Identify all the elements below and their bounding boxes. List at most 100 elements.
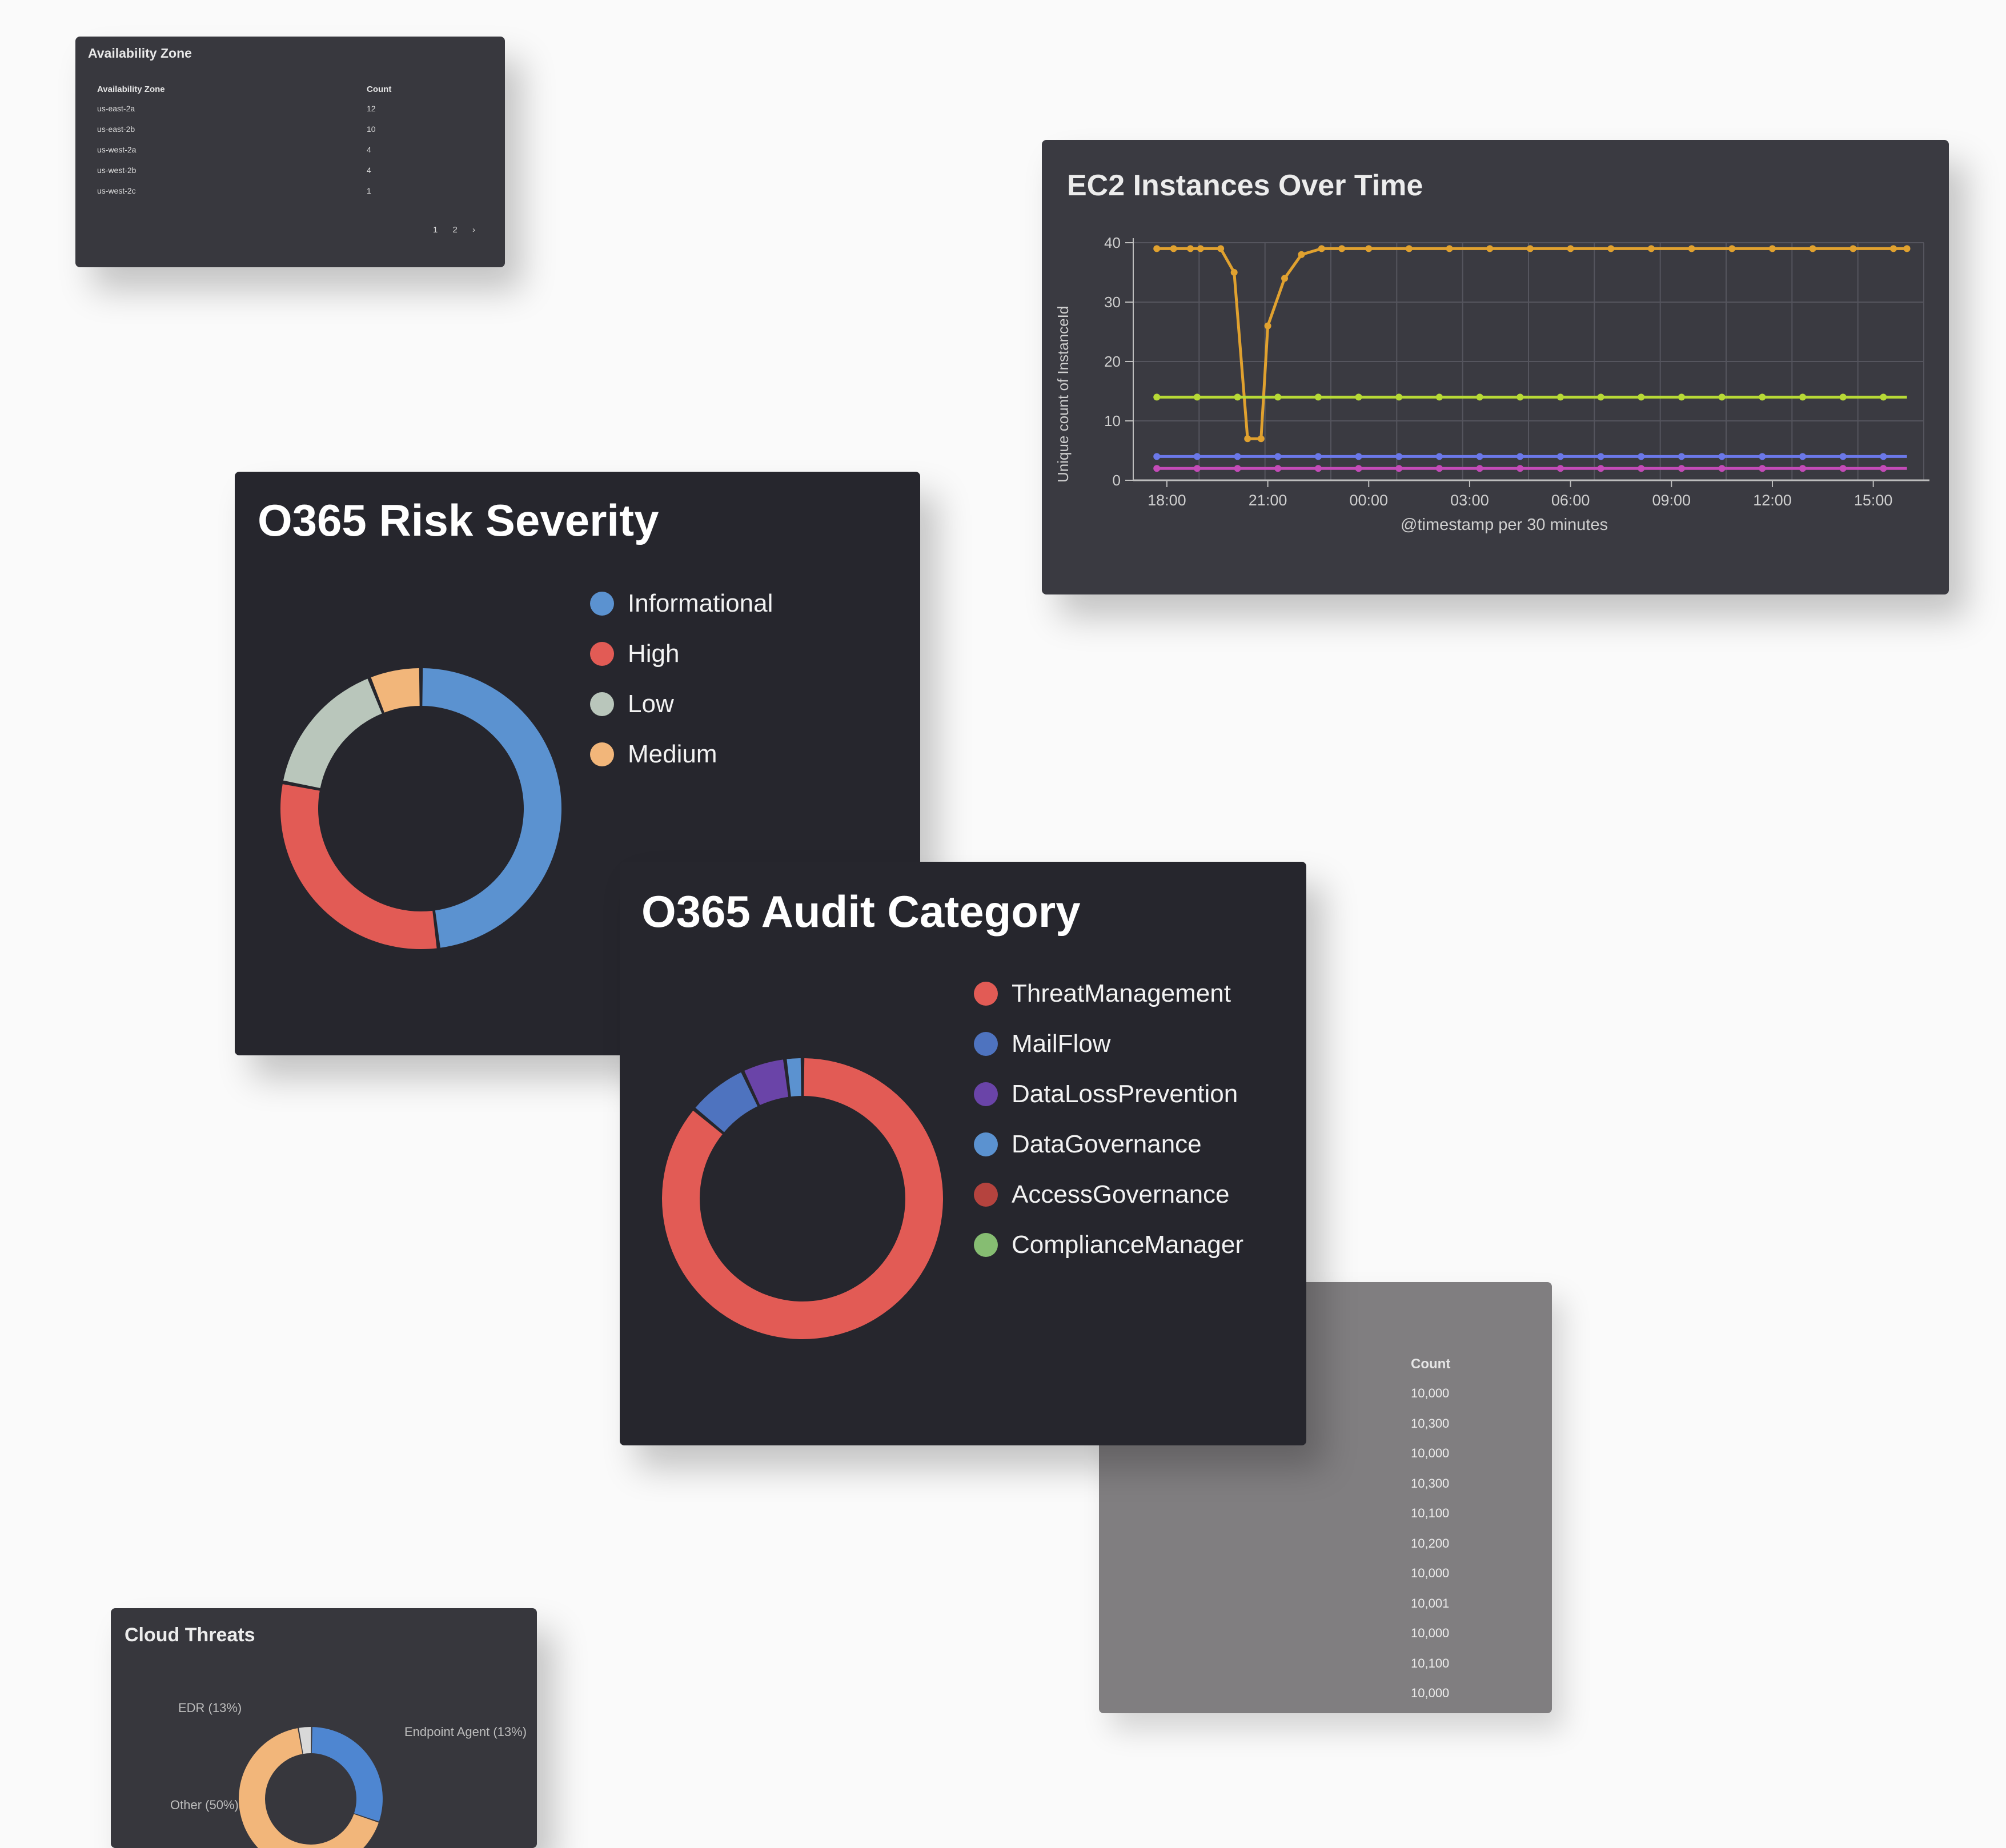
- table-row[interactable]: 10,300: [1125, 1416, 1525, 1447]
- data-point[interactable]: [1638, 393, 1645, 401]
- pie-slice[interactable]: [311, 1727, 383, 1822]
- data-point[interactable]: [1318, 245, 1325, 252]
- legend-item-threatmanagement[interactable]: ThreatManagement: [974, 979, 1231, 1008]
- table-row[interactable]: 10,000: [1125, 1446, 1525, 1476]
- data-point[interactable]: [1405, 245, 1413, 252]
- data-point[interactable]: [1274, 453, 1282, 460]
- table-row[interactable]: 10,200: [1125, 1536, 1525, 1566]
- data-point[interactable]: [1526, 245, 1534, 252]
- table-row[interactable]: 10,100: [1125, 1506, 1525, 1536]
- data-point[interactable]: [1338, 245, 1346, 252]
- pie-slice[interactable]: [299, 1727, 311, 1754]
- data-point[interactable]: [1799, 453, 1806, 460]
- data-point[interactable]: [1435, 393, 1443, 401]
- data-point[interactable]: [1597, 453, 1604, 460]
- data-point[interactable]: [1476, 465, 1483, 472]
- data-point[interactable]: [1718, 453, 1726, 460]
- data-point[interactable]: [1355, 393, 1362, 401]
- data-point[interactable]: [1298, 251, 1305, 258]
- data-point[interactable]: [1718, 465, 1726, 472]
- data-point[interactable]: [1153, 453, 1161, 460]
- data-point[interactable]: [1880, 393, 1887, 401]
- data-point[interactable]: [1446, 245, 1453, 252]
- data-point[interactable]: [1759, 465, 1766, 472]
- pie-slice[interactable]: [239, 1728, 379, 1848]
- data-point[interactable]: [1486, 245, 1494, 252]
- data-point[interactable]: [1244, 435, 1251, 443]
- pie-slice[interactable]: [787, 1058, 801, 1097]
- legend-item-datagovernance[interactable]: DataGovernance: [974, 1130, 1202, 1159]
- data-point[interactable]: [1355, 465, 1362, 472]
- table-row[interactable]: us-west-2b 4: [97, 166, 440, 186]
- data-point[interactable]: [1314, 453, 1322, 460]
- data-point[interactable]: [1880, 465, 1887, 472]
- data-point[interactable]: [1768, 245, 1776, 252]
- data-point[interactable]: [1187, 245, 1194, 252]
- data-point[interactable]: [1556, 465, 1564, 472]
- table-row[interactable]: 10,000: [1125, 1566, 1525, 1596]
- pie-slice[interactable]: [695, 1072, 758, 1132]
- data-point[interactable]: [1759, 393, 1766, 401]
- table-row[interactable]: 10,000: [1125, 1386, 1525, 1416]
- legend-item-datalossprevention[interactable]: DataLossPrevention: [974, 1080, 1238, 1108]
- data-point[interactable]: [1395, 393, 1403, 401]
- data-point[interactable]: [1257, 435, 1265, 443]
- data-point[interactable]: [1234, 465, 1241, 472]
- data-point[interactable]: [1607, 245, 1615, 252]
- data-point[interactable]: [1638, 465, 1645, 472]
- legend-item-accessgovernance[interactable]: AccessGovernance: [974, 1180, 1230, 1209]
- data-point[interactable]: [1678, 465, 1685, 472]
- data-point[interactable]: [1809, 245, 1816, 252]
- data-point[interactable]: [1839, 453, 1847, 460]
- data-point[interactable]: [1880, 453, 1887, 460]
- pie-slice[interactable]: [283, 678, 382, 788]
- data-point[interactable]: [1274, 465, 1282, 472]
- data-point[interactable]: [1476, 453, 1483, 460]
- data-point[interactable]: [1435, 453, 1443, 460]
- data-point[interactable]: [1799, 393, 1806, 401]
- legend-item-low[interactable]: Low: [590, 690, 674, 718]
- data-point[interactable]: [1678, 453, 1685, 460]
- data-point[interactable]: [1849, 245, 1857, 252]
- data-point[interactable]: [1153, 245, 1161, 252]
- table-row[interactable]: us-east-2b 10: [97, 124, 440, 145]
- legend-item-mailflow[interactable]: MailFlow: [974, 1030, 1111, 1058]
- table-row[interactable]: 10,000: [1125, 1686, 1525, 1713]
- series-line[interactable]: [1157, 247, 1907, 440]
- data-point[interactable]: [1799, 465, 1806, 472]
- data-point[interactable]: [1395, 453, 1403, 460]
- data-point[interactable]: [1197, 245, 1204, 252]
- data-point[interactable]: [1435, 465, 1443, 472]
- pie-slice[interactable]: [744, 1059, 789, 1106]
- data-point[interactable]: [1597, 393, 1604, 401]
- data-point[interactable]: [1889, 245, 1897, 252]
- data-point[interactable]: [1516, 465, 1524, 472]
- table-row[interactable]: 10,000: [1125, 1626, 1525, 1656]
- legend-item-compliancemanager[interactable]: ComplianceManager: [974, 1231, 1243, 1259]
- data-point[interactable]: [1678, 393, 1685, 401]
- data-point[interactable]: [1395, 465, 1403, 472]
- data-point[interactable]: [1153, 393, 1161, 401]
- data-point[interactable]: [1597, 465, 1604, 472]
- pie-slice[interactable]: [371, 668, 420, 713]
- data-point[interactable]: [1314, 393, 1322, 401]
- pagination-next[interactable]: ›: [472, 225, 476, 235]
- data-point[interactable]: [1567, 245, 1574, 252]
- data-point[interactable]: [1153, 465, 1161, 472]
- data-point[interactable]: [1274, 393, 1282, 401]
- table-row[interactable]: us-east-2a 12: [97, 104, 440, 124]
- data-point[interactable]: [1903, 245, 1911, 252]
- table-row[interactable]: us-west-2c 1: [97, 186, 440, 207]
- pagination-page-2[interactable]: 2: [452, 225, 458, 235]
- pie-slice[interactable]: [280, 784, 437, 949]
- data-point[interactable]: [1234, 453, 1241, 460]
- table-row[interactable]: us-west-2a 4: [97, 145, 440, 166]
- pagination-page-1[interactable]: 1: [433, 225, 438, 235]
- data-point[interactable]: [1839, 393, 1847, 401]
- data-point[interactable]: [1476, 393, 1483, 401]
- legend-item-informational[interactable]: Informational: [590, 589, 773, 618]
- data-point[interactable]: [1759, 453, 1766, 460]
- data-point[interactable]: [1556, 393, 1564, 401]
- data-point[interactable]: [1193, 465, 1201, 472]
- data-point[interactable]: [1281, 275, 1289, 282]
